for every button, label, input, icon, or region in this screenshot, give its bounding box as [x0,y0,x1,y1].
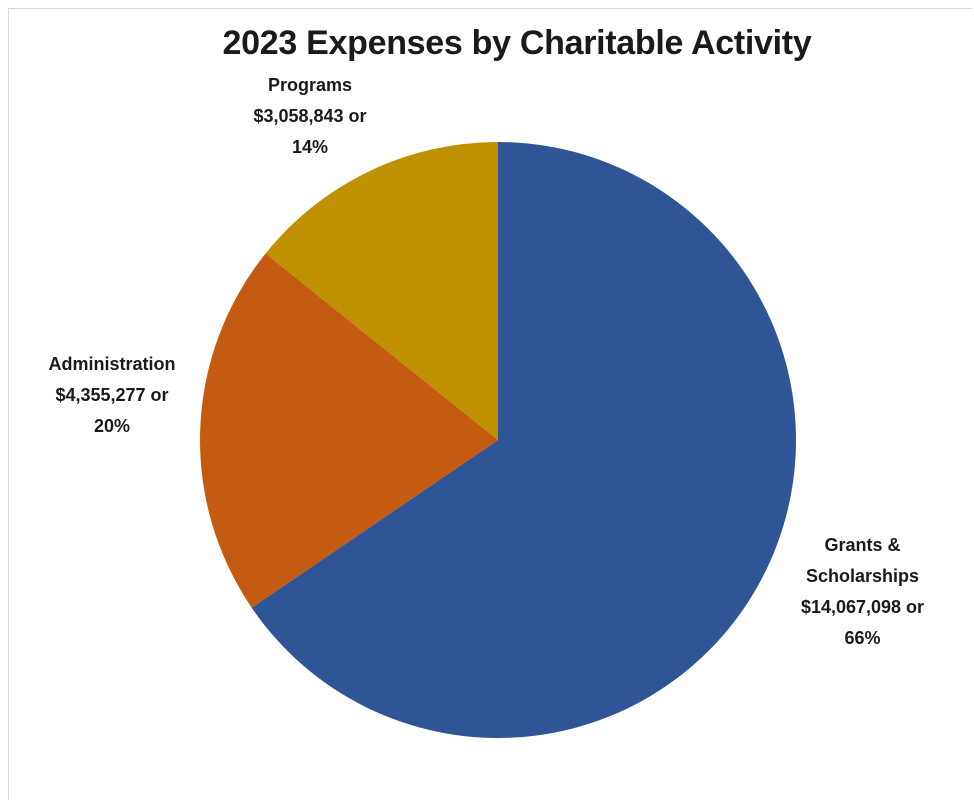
pie-slices [200,142,797,738]
slice-label-line: Grants & [824,535,901,555]
slice-label-line: 66% [844,628,881,648]
slice-label-line: 14% [291,137,329,157]
slice-label-line: $4,355,277 or [55,385,169,405]
slice-label-line: 20% [93,416,131,436]
slice-label-line: Administration [48,354,176,374]
slice-label-line: $3,058,843 or [253,106,367,126]
pie-slice-grants-scholarships [251,142,797,738]
pie-slice-administration [200,253,498,608]
pie-slice-programs [265,142,498,440]
slice-label-line: Programs [267,75,353,95]
slice-label-grants-scholarships: Grants & Scholarships $14,067,098 or 66% [760,530,965,654]
slice-label-programs: Programs $3,058,843 or 14% [210,70,410,163]
slice-label-line: Scholarships [805,566,920,586]
slice-label-line: $14,067,098 or [800,597,925,617]
chart-title: 2023 Expenses by Charitable Activity [222,24,812,62]
slice-label-administration: Administration $4,355,277 or 20% [12,349,212,442]
